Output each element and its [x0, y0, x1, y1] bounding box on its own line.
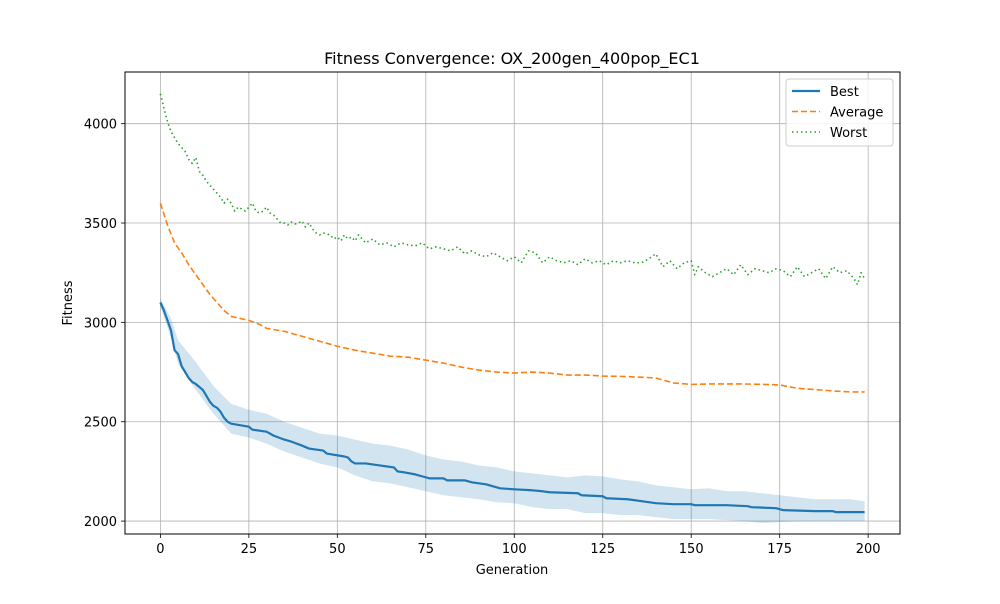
- x-tick-label: 0: [156, 542, 164, 557]
- x-tick-label: 150: [679, 542, 704, 557]
- x-tick-label: 100: [502, 542, 527, 557]
- best-confidence-band: [160, 298, 865, 524]
- x-tick-label: 25: [241, 542, 258, 557]
- y-tick-label: 3500: [84, 217, 117, 232]
- y-axis-ticks: 2000 2500 3000 3500 4000: [84, 118, 125, 530]
- x-tick-label: 50: [329, 542, 346, 557]
- x-tick-label: 175: [767, 542, 792, 557]
- series-line-average: [159, 202, 865, 393]
- legend-label-best: Best: [830, 85, 859, 100]
- legend-label-average: Average: [830, 106, 883, 121]
- series-line-best: [159, 302, 865, 514]
- grid-lines: [125, 72, 900, 534]
- x-axis-ticks: 0 25 50 75 100 125 150 175 200: [156, 534, 881, 557]
- plot-frame: [124, 71, 901, 535]
- y-axis-label: Fitness: [61, 280, 76, 325]
- plot-area-background: [125, 72, 900, 534]
- y-tick-label: 3000: [84, 316, 117, 331]
- x-tick-label: 75: [418, 542, 435, 557]
- x-tick-label: 200: [856, 542, 881, 557]
- legend: Best Average Worst: [785, 78, 894, 147]
- legend-label-worst: Worst: [830, 126, 867, 141]
- series-lines: [159, 93, 866, 514]
- chart-title: Fitness Convergence: OX_200gen_400pop_EC…: [324, 49, 700, 69]
- x-tick-label: 125: [590, 542, 615, 557]
- x-axis-label: Generation: [476, 563, 549, 578]
- legend-box: [785, 78, 894, 147]
- confidence-band-layer: [160, 298, 865, 524]
- y-tick-label: 2500: [84, 416, 117, 431]
- y-tick-label: 2000: [84, 515, 117, 530]
- y-tick-label: 4000: [84, 118, 117, 133]
